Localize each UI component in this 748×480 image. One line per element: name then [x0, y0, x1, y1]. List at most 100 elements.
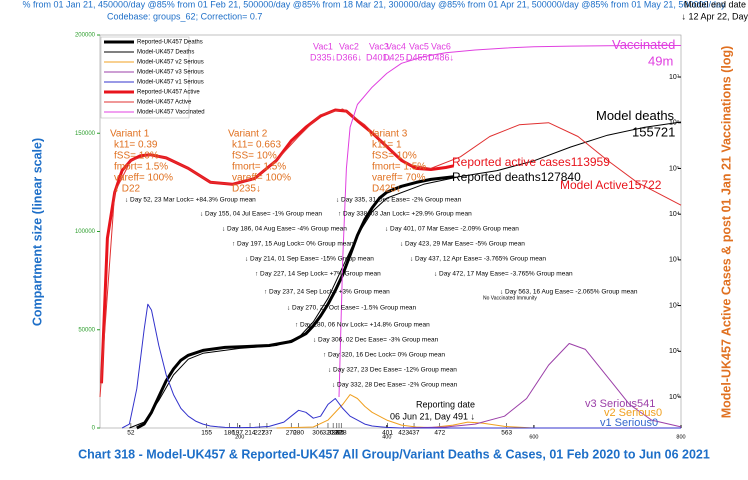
variant-label: Variant 3 [368, 129, 408, 140]
legend: Reported-UK457 Deaths Model-UK457 Deaths M… [100, 36, 205, 119]
legend-label: Model-UK457 Deaths [137, 50, 194, 56]
series-line [121, 303, 681, 429]
vac-day: D366↓ [336, 52, 362, 62]
vac-name: Vac1 [313, 41, 333, 51]
series-line [136, 175, 454, 430]
end-label: Reported deaths127840 [452, 170, 581, 184]
variant-label: k11= 0.39 [114, 140, 158, 151]
annotation: ↓ Day 52, 23 Mar Lock= +84.3% Group mean [125, 197, 256, 204]
reporting-label: Reporting date [416, 399, 475, 409]
annotation: ↓ Day 563, 16 Aug Ease= -2.065% Group me… [500, 289, 638, 296]
variant-label: fSS= 10% [114, 151, 159, 162]
variant-label: Variant 2 [228, 129, 268, 140]
variant-label: fmort= 1.5% [232, 162, 286, 173]
variant-label: Variant 1 [110, 129, 150, 140]
annotation: ↓ Day 335, 31 Dec Ease= -2% Group mean [336, 197, 462, 204]
end-label-value: 127840 [541, 170, 581, 184]
legend-label: Model-UK457 Vaccinated [137, 110, 205, 116]
end-label-name: v2 Serious [604, 407, 656, 419]
y-tick-label: 200000 [75, 33, 96, 39]
annotation: ↓ Day 306, 02 Dec Ease= -3% Group mean [313, 337, 439, 344]
annotation: ↓ Day 423, 29 Mar Ease= -5% Group mean [400, 241, 525, 248]
annotation: ↓ Day 437, 12 Apr Ease= -3.765% Group me… [410, 256, 546, 263]
variant-label: ↓ D22 [114, 184, 141, 195]
variant-label: vareff= 70% [372, 173, 426, 184]
y2-tick-label: 10² [669, 302, 680, 309]
vac-day: D425↓ [383, 52, 409, 62]
vac-day: D335↓ [310, 52, 336, 62]
event-day-label: 197 [232, 430, 243, 437]
vac-day: D401↓ [366, 52, 392, 62]
annotation: ↓ Day 186, 04 Aug Ease= -4% Group mean [222, 226, 347, 233]
y2-tick-label: 10¹ [669, 348, 680, 355]
y-tick-label: 50000 [78, 327, 95, 333]
vac-name: Vac5 [409, 41, 429, 51]
variant-label: k11= 0.663 [232, 140, 281, 151]
end-label: Reported active cases113959 [452, 155, 610, 169]
event-day-label: 437 [409, 430, 420, 437]
variant-label: k11= 1 [372, 140, 402, 151]
event-day-label: 155 [201, 430, 212, 437]
annotation: ↓ Day 155, 04 Jul Ease= -1% Group mean [200, 211, 322, 218]
variant-label: fmort= 1.5% [114, 162, 168, 173]
end-label-name: Reported active cases [452, 155, 571, 169]
x-tick-label: 600 [529, 434, 538, 440]
y-axis-label: Compartment size (linear scale) [30, 138, 44, 326]
annotation: ↑ Day 320, 16 Dec Lock= 0% Group mean [323, 352, 445, 359]
variant-label: D425↓ [372, 184, 401, 195]
x-tick-label: 800 [676, 434, 685, 440]
annotation: ↓ Day 270, 27 Oct Ease= -1.5% Group mean [287, 305, 417, 312]
end-date: Model end date [684, 0, 746, 9]
legend-label: Model-UK457 Active [137, 100, 192, 106]
vac-name: Vac2 [339, 41, 359, 51]
end-label-name: Reported deaths [452, 170, 541, 184]
end-label: Model deaths [596, 108, 675, 123]
annotation: ↓ Day 472, 17 May Ease= -3.765% Group me… [434, 271, 573, 278]
end-label-name: Model deaths [596, 108, 675, 123]
event-day-label: 332 [331, 430, 342, 437]
event-day-label: 327 [328, 430, 339, 437]
end-label: v2 Serious0 [604, 407, 662, 419]
end-label-value: 0 [656, 407, 662, 419]
annotation: ↑ Day 280, 06 Nov Lock= +14.8% Group mea… [295, 322, 430, 329]
end-label-name: v1 Serious [600, 417, 652, 429]
annotation: ↑ Day 197, 15 Aug Lock= 0% Group mean [232, 241, 354, 248]
variant-label: D235↓ [232, 184, 261, 195]
event-day-label: 423 [398, 430, 409, 437]
chart-title: Chart 318 - Model-UK457 & Reported-UK457… [78, 447, 710, 461]
end-label: Model Active15722 [560, 178, 662, 192]
vac-name: Vac3 [369, 41, 389, 51]
series-line [338, 45, 681, 398]
x-tick-label: 200 [235, 434, 244, 440]
y2-tick-label: 10⁰ [669, 393, 680, 401]
event-day-label: 338 [336, 430, 347, 437]
codebase: Codebase: groups_62; Correction= 0.7 [107, 11, 262, 21]
y-tick-label: 0 [92, 426, 96, 432]
annotation: ↓ Day 214, 01 Sep Ease= -15% Group mean [245, 256, 374, 263]
event-day-label: 186 [224, 430, 235, 437]
end-label: Vaccinated [612, 37, 675, 52]
end-label: v3 Serious541 [585, 398, 655, 410]
event-day-label: 214 [245, 430, 256, 437]
annotation: No Vaccinated Immunity [483, 295, 537, 301]
legend-label: Model-UK457 v1 Serious [137, 80, 204, 86]
vac-day: D455↓ [406, 52, 432, 62]
y2-tick-label: 10⁷ [669, 74, 680, 81]
variant-label: fSS= 10% [372, 151, 417, 162]
event-day-label: 270 [286, 430, 297, 437]
vac-day: D486↓ [428, 52, 454, 62]
vac-name: Vac6 [431, 41, 451, 51]
variant-label: vareff= 100% [114, 173, 173, 184]
end-label-value: 541 [637, 398, 655, 410]
series-line [401, 343, 682, 429]
x-tick-label: 400 [382, 434, 391, 440]
legend-label: Model-UK457 v2 Serious [137, 60, 204, 66]
reporting-label: 06 Jun 21, Day 491 ↓ [390, 411, 475, 421]
end-label-value: 49m [648, 53, 673, 68]
event-day-label: 52 [127, 430, 135, 437]
event-day-label: 237 [262, 430, 273, 437]
event-day-label: 320 [323, 430, 334, 437]
series-line [99, 108, 682, 398]
end-label: v1 Serious0 [600, 417, 658, 429]
